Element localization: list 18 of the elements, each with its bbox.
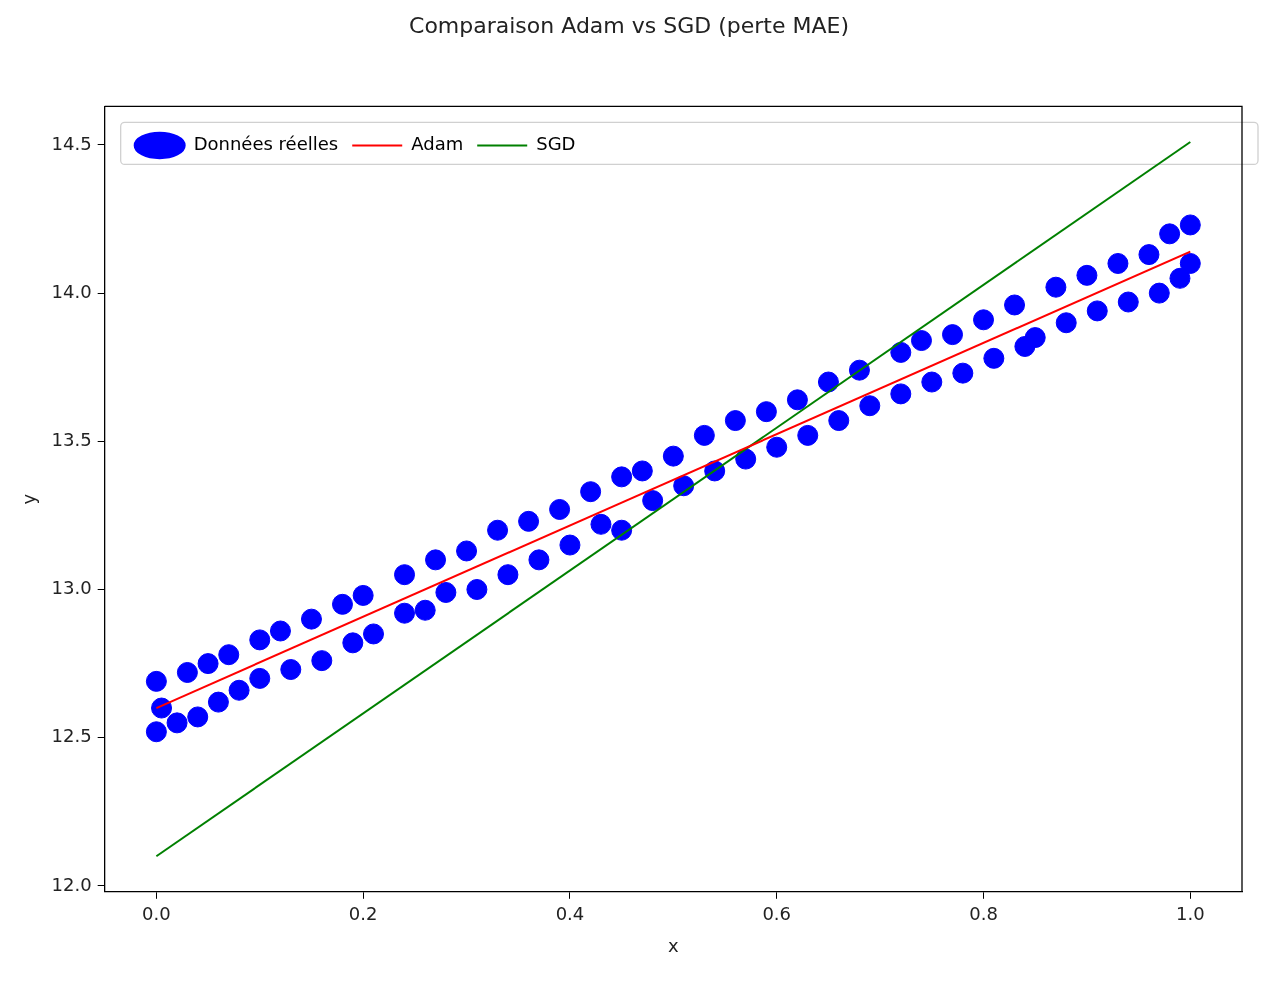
- y-axis-title: y: [18, 493, 40, 505]
- y-tick-label: 14.5: [51, 132, 92, 154]
- chart-title: Comparaison Adam vs SGD (perte MAE): [409, 12, 849, 38]
- y-tick-label: 12.5: [51, 725, 92, 747]
- y-tick-label: 14.0: [51, 280, 92, 302]
- x-tick-label: 0.0: [142, 903, 171, 925]
- y-tick-label: 13.0: [51, 577, 92, 599]
- x-tick-label: 1.0: [1175, 903, 1205, 925]
- x-tick-label: 0.6: [762, 903, 792, 925]
- x-tick-label: 0.2: [348, 903, 378, 925]
- y-tick-label: 12.0: [51, 873, 92, 895]
- y-tick-label: 13.5: [51, 428, 92, 450]
- x-tick-label: 0.8: [969, 903, 998, 925]
- legend-label: Données réelles: [193, 133, 339, 155]
- x-axis-title: x: [668, 934, 680, 956]
- x-tick-label: 0.4: [555, 903, 585, 925]
- legend-label: SGD: [536, 133, 576, 155]
- legend-label: Adam: [411, 133, 464, 155]
